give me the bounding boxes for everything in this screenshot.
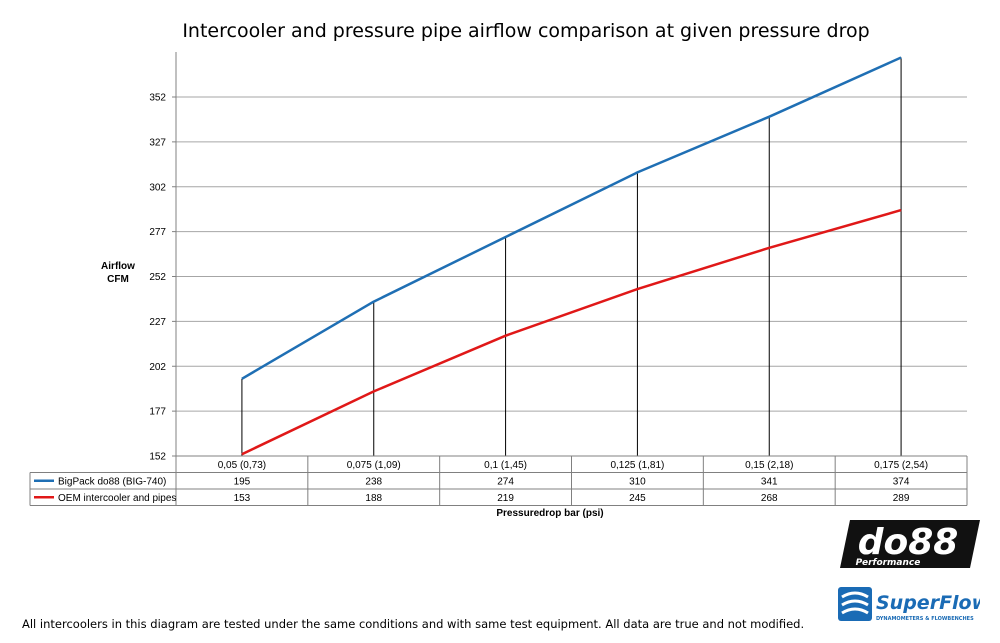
data-label-0-3: 310 <box>629 477 646 488</box>
y-tick-label-227: 227 <box>149 317 166 328</box>
x-tick-label-4: 0,15 (2,18) <box>745 460 793 471</box>
data-label-0-2: 274 <box>497 477 514 488</box>
legend-label-1: OEM intercooler and pipes <box>58 493 176 504</box>
y-tick-label-277: 277 <box>149 227 166 238</box>
series-line-0 <box>241 56 902 380</box>
data-label-0-1: 238 <box>365 477 382 488</box>
x-tick-label-3: 0,125 (1,81) <box>610 460 664 471</box>
legend-label-0: BigPack do88 (BIG-740) <box>58 477 166 488</box>
x-tick-label-5: 0,175 (2,54) <box>874 460 928 471</box>
footnote: All intercoolers in this diagram are tes… <box>22 617 805 631</box>
superflow-logo: SuperFlow DYNAMOMETERS & FLOWBENCHES <box>838 587 980 622</box>
y-tick-label-202: 202 <box>149 362 166 373</box>
series-lines <box>241 56 902 456</box>
data-label-0-5: 374 <box>893 477 910 488</box>
superflow-logo-text: SuperFlow <box>876 592 980 614</box>
data-label-0-4: 341 <box>761 477 778 488</box>
series-line-1 <box>241 208 902 456</box>
y-tick-label-352: 352 <box>149 93 166 104</box>
do88-logo-text: do88 <box>858 522 959 563</box>
y-tick-labels: 152 177 202 227 252 277 302 327 352 <box>149 93 166 463</box>
y-tick-label-252: 252 <box>149 272 166 283</box>
y-axis-label-line2: CFM <box>107 274 129 285</box>
axes <box>172 52 177 457</box>
data-label-1-2: 219 <box>497 493 514 504</box>
x-tick-label-1: 0,075 (1,09) <box>347 460 401 471</box>
data-label-1-3: 245 <box>629 493 646 504</box>
do88-logo-subtext: Performance <box>856 558 921 568</box>
y-tick-label-177: 177 <box>149 407 166 418</box>
x-axis-label: Pressuredrop bar (psi) <box>496 508 604 519</box>
data-label-0-0: 195 <box>234 477 251 488</box>
y-axis-label-line1: Airflow <box>101 261 135 272</box>
drop-lines <box>241 57 902 456</box>
superflow-logo-mark <box>838 587 872 621</box>
chart-title: Intercooler and pressure pipe airflow co… <box>182 20 870 42</box>
y-tick-label-327: 327 <box>149 137 166 148</box>
gridlines <box>176 96 967 457</box>
data-table: 0,05 (0,73) 0,075 (1,09) 0,1 (1,45) 0,125 (… <box>29 455 968 506</box>
data-label-1-1: 188 <box>365 493 382 504</box>
y-tick-label-302: 302 <box>149 182 166 193</box>
data-label-1-0: 153 <box>234 493 251 504</box>
x-tick-label-2: 0,1 (1,45) <box>484 460 527 471</box>
data-label-1-5: 289 <box>893 493 910 504</box>
y-tick-label-152: 152 <box>149 452 166 463</box>
data-label-1-4: 268 <box>761 493 778 504</box>
x-tick-label-0: 0,05 (0,73) <box>218 460 266 471</box>
superflow-logo-subtext: DYNAMOMETERS & FLOWBENCHES <box>876 616 974 622</box>
do88-logo: do88 Performance <box>840 520 980 568</box>
